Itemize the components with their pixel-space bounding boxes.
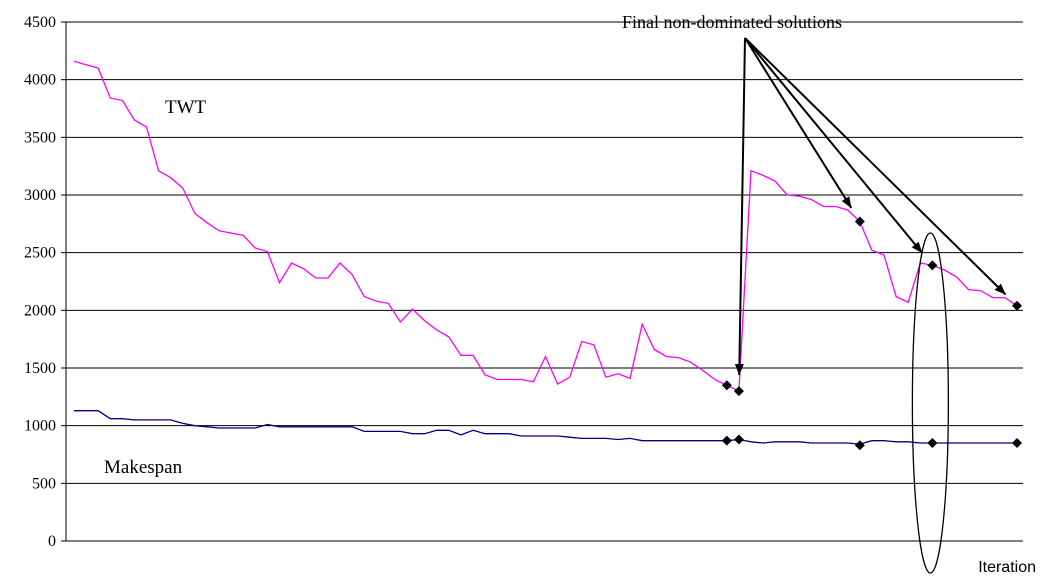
y-tick-label: 1000 [24, 418, 56, 435]
series-line-makespan [74, 410, 1017, 445]
solution-marker [721, 435, 732, 446]
y-tick-label: 2000 [24, 302, 56, 319]
y-tick-label: 3000 [24, 187, 56, 204]
annotation-arrow [744, 37, 923, 254]
annotation-arrow [738, 37, 746, 376]
solution-marker [733, 434, 744, 445]
solution-markers [721, 216, 1022, 451]
y-tick-label: 1500 [24, 360, 56, 377]
solution-marker [733, 386, 744, 397]
grid-lines [66, 21, 1023, 484]
highlight-ellipse [911, 232, 950, 574]
y-tick-label: 3500 [24, 129, 56, 146]
y-tick-label: 2500 [24, 245, 56, 262]
solution-marker [1012, 437, 1022, 448]
solution-marker [854, 440, 865, 451]
solution-marker [721, 380, 732, 391]
y-tick-label: 0 [48, 533, 56, 550]
arrow-head [734, 363, 744, 376]
solution-marker [854, 216, 865, 227]
series-line-twt [73, 60, 1018, 393]
y-tick-label: 4500 [24, 14, 56, 31]
annotation-arrow [744, 37, 1007, 296]
solution-marker [927, 437, 938, 448]
annotation-arrow [744, 37, 853, 209]
solution-marker [927, 260, 938, 271]
arrow-head [911, 241, 923, 254]
arrow-head [841, 196, 852, 208]
annotation-label: Final non-dominated solutions [622, 12, 842, 32]
series-label-twt: TWT [165, 97, 207, 118]
series-label-makespan: Makespan [104, 457, 183, 478]
arrow-head [994, 283, 1006, 295]
annotation-arrows [734, 37, 1007, 376]
y-tick-label: 4000 [24, 72, 56, 89]
y-tick-label: 500 [32, 475, 56, 492]
x-axis-label: Iteration [978, 559, 1036, 576]
y-axis-ticks: 0 500 1000 1500 2000 2500 3000 3500 4000 4500 [24, 14, 66, 550]
solution-marker [1012, 300, 1022, 311]
